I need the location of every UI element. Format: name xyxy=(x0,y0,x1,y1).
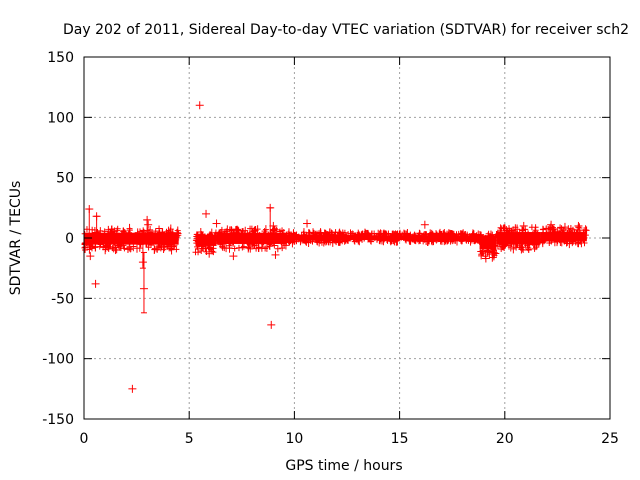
data-band xyxy=(283,228,350,248)
x-tick-label: 10 xyxy=(285,431,303,447)
data-point xyxy=(420,220,429,229)
data-point xyxy=(92,212,101,237)
data-point xyxy=(481,254,490,263)
data-band-markers xyxy=(213,225,289,253)
data-point xyxy=(271,250,280,259)
chart-title: Day 202 of 2011, Sidereal Day-to-day VTE… xyxy=(63,22,629,38)
y-axis-label: SDTVAR / TECUs xyxy=(8,181,24,296)
data-point xyxy=(202,209,211,218)
data-band-markers xyxy=(476,230,500,262)
y-tick-label: -50 xyxy=(51,291,74,307)
data-point xyxy=(86,252,95,261)
data-series xyxy=(81,101,590,393)
x-tick-label: 5 xyxy=(185,431,194,447)
x-tick-label: 15 xyxy=(391,431,409,447)
data-point xyxy=(574,221,583,230)
data-band-core xyxy=(216,232,286,244)
data-band-markers xyxy=(493,224,543,254)
data-point xyxy=(138,239,147,269)
data-point xyxy=(91,279,100,288)
data-band-markers xyxy=(344,228,483,247)
data-point xyxy=(128,384,137,393)
y-tick-label: -150 xyxy=(42,412,74,428)
data-point xyxy=(144,220,153,229)
data-band xyxy=(213,225,289,253)
data-point xyxy=(229,252,238,261)
data-band xyxy=(476,230,500,262)
y-tick-label: 150 xyxy=(47,50,74,66)
data-point xyxy=(85,205,94,241)
data-point xyxy=(266,203,275,239)
data-band-markers xyxy=(192,228,219,256)
data-band xyxy=(538,222,590,249)
data-point xyxy=(195,101,204,110)
y-tick-label: 100 xyxy=(47,110,74,126)
axis-ticks: -150 -100 -50 0 50 100 150 0 5 10 15 20 25 xyxy=(42,50,619,447)
data-band xyxy=(192,228,219,256)
x-tick-label: 0 xyxy=(80,431,89,447)
x-tick-label: 20 xyxy=(496,431,514,447)
data-band xyxy=(493,224,543,254)
data-point xyxy=(139,251,148,314)
data-point xyxy=(143,215,152,237)
y-tick-label: 0 xyxy=(65,231,74,247)
x-axis-label: GPS time / hours xyxy=(285,458,402,474)
y-tick-label: 50 xyxy=(56,171,74,187)
data-point xyxy=(303,219,312,228)
y-tick-label: -100 xyxy=(42,352,74,368)
data-point xyxy=(205,249,214,258)
data-band xyxy=(344,228,483,247)
data-point xyxy=(547,220,556,229)
data-point xyxy=(519,221,528,230)
data-band-markers xyxy=(283,228,350,248)
data-point xyxy=(111,246,120,255)
x-tick-label: 25 xyxy=(601,431,619,447)
data-point xyxy=(212,219,221,228)
data-point xyxy=(267,320,276,329)
data-point xyxy=(269,221,278,230)
